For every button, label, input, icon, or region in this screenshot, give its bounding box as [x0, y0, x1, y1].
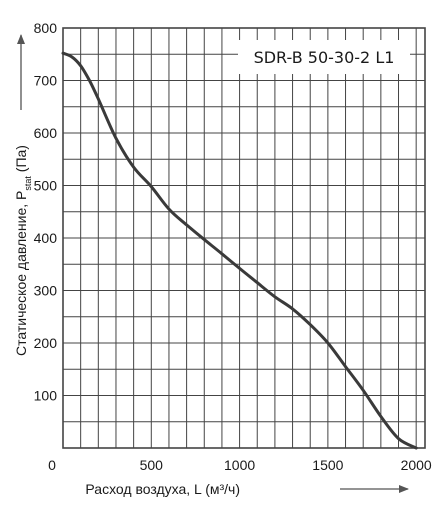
y-axis-title-main: Статическое давление, P [13, 191, 29, 356]
series-line [61, 51, 418, 450]
y-tick-label: 200 [34, 335, 58, 351]
y-axis-title-unit: (Па) [13, 145, 29, 176]
x-tick-labels: 0 500 1000 1500 2000 [48, 457, 432, 473]
y-tick-label: 400 [34, 230, 58, 246]
model-label: SDR-B 50-30-2 L1 [254, 48, 395, 67]
y-tick-label: 300 [34, 283, 58, 299]
x-tick-label: 0 [48, 457, 56, 473]
y-tick-label: 100 [34, 388, 58, 404]
y-tick-label: 800 [34, 20, 58, 36]
x-tick-label: 1000 [224, 457, 255, 473]
grid [63, 28, 425, 448]
y-tick-label: 500 [34, 178, 58, 194]
x-axis-title: Расход воздуха, L (м³/ч) [85, 481, 240, 497]
x-tick-label: 1500 [312, 457, 343, 473]
plot-frame [62, 27, 426, 449]
model-label-background [238, 40, 410, 74]
y-axis-title: Статическое давление, Pstat (Па) [13, 145, 33, 356]
series-layer [61, 51, 418, 450]
x-tick-label: 2000 [401, 457, 432, 473]
y-tick-labels: 100 200 300 400 500 600 700 800 [34, 20, 58, 404]
y-tick-label: 700 [34, 73, 58, 89]
y-axis-title-subscript: stat [23, 176, 33, 191]
y-tick-label: 600 [34, 125, 58, 141]
x-tick-label: 500 [140, 457, 164, 473]
